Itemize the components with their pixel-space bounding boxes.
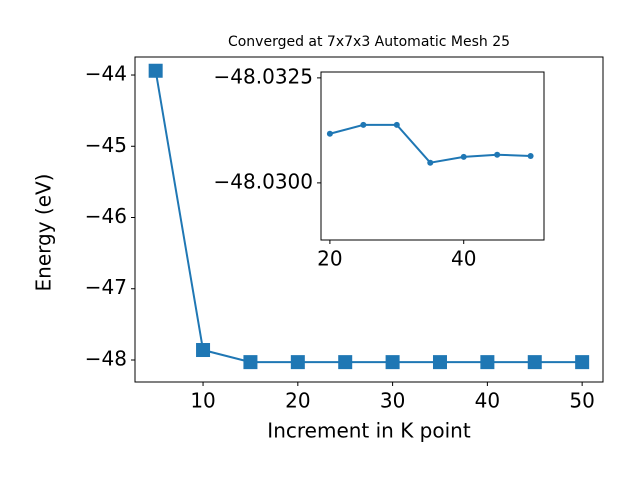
marker (432, 355, 447, 370)
marker (360, 121, 367, 128)
x-tick-label: 30 (380, 389, 405, 413)
x-tick-label: 40 (475, 389, 500, 413)
marker (243, 355, 258, 370)
marker (393, 121, 400, 128)
marker (575, 355, 590, 370)
marker (326, 130, 333, 137)
y-tick-label: −44 (85, 62, 127, 86)
y-tick-label: −48.0300 (214, 169, 313, 193)
marker (196, 343, 211, 358)
x-tick-label: 50 (569, 389, 594, 413)
x-tick-label: 10 (190, 389, 215, 413)
marker (290, 355, 305, 370)
marker (460, 153, 467, 160)
marker (385, 355, 400, 370)
y-tick-label: −48.0325 (214, 64, 313, 88)
marker (527, 355, 542, 370)
y-tick-label: −45 (85, 133, 127, 157)
y-tick-label: −48 (85, 346, 127, 370)
marker (148, 63, 163, 78)
marker (494, 151, 501, 158)
x-tick-label: 20 (317, 247, 342, 271)
y-tick-label: −46 (85, 204, 127, 228)
marker (527, 153, 534, 159)
marker (338, 355, 353, 370)
marker (480, 355, 495, 370)
marker (427, 159, 434, 166)
chart-title: Converged at 7x7x3 Automatic Mesh 25 (228, 34, 510, 50)
series-line (154, 70, 583, 364)
x-axis-label: Increment in K point (267, 419, 471, 443)
x-tick-label: 40 (451, 247, 476, 271)
x-tick-label: 20 (285, 389, 310, 413)
y-tick-label: −47 (85, 275, 127, 299)
y-axis-label: Energy (eV) (32, 174, 56, 292)
